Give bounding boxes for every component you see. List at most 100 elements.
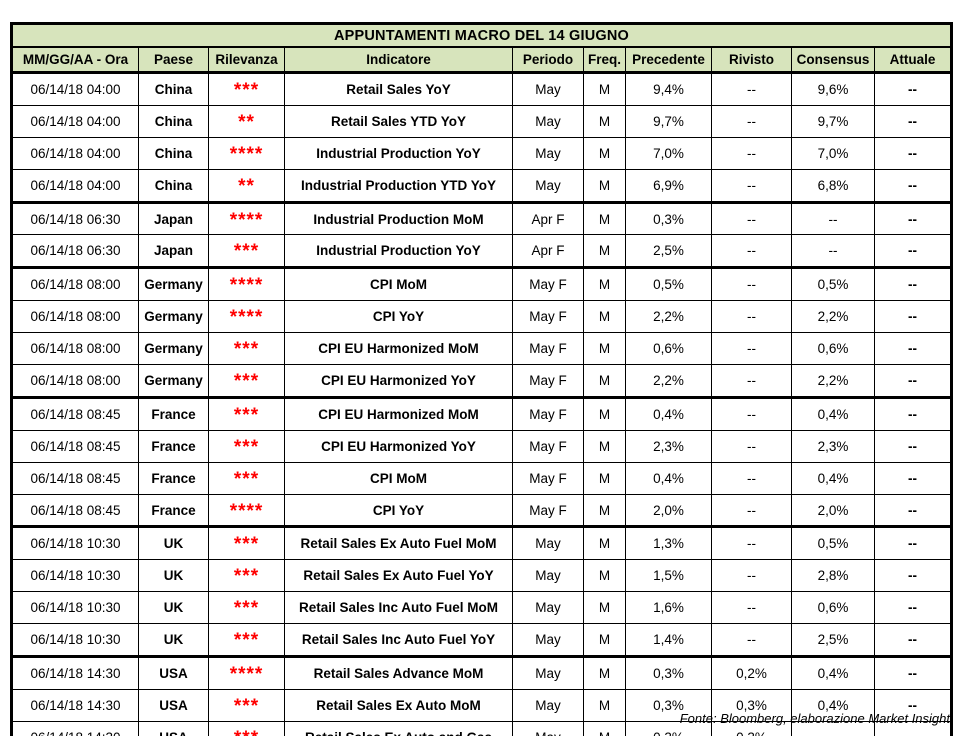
cell-previous-value: 0,3% — [625, 656, 712, 690]
relevance-stars: *** — [208, 429, 285, 463]
relevance-stars: *** — [208, 559, 285, 593]
cell-datetime: 06/14/18 10:30 — [11, 591, 139, 625]
cell-revised-value: -- — [711, 591, 792, 625]
cell-consensus-value: 0,4% — [791, 461, 875, 495]
cell-indicator: CPI EU Harmonized YoY — [284, 429, 513, 463]
cell-revised-value: -- — [711, 168, 792, 204]
cell-actual-value: -- — [874, 429, 952, 463]
cell-datetime: 06/14/18 10:30 — [11, 526, 139, 561]
cell-revised-value: -- — [711, 429, 792, 463]
cell-country: UK — [138, 559, 209, 593]
cell-period: May — [512, 526, 584, 561]
table-row: 06/14/18 08:45 France *** CPI EU Harmoni… — [11, 396, 952, 431]
cell-indicator: Retail Sales Ex Auto Fuel YoY — [284, 559, 513, 593]
relevance-stars: **** — [208, 656, 285, 690]
cell-country: Germany — [138, 267, 209, 302]
relevance-stars: **** — [208, 267, 285, 302]
cell-datetime: 06/14/18 04:00 — [11, 136, 139, 170]
table-row: 06/14/18 14:30 USA *** Retail Sales Ex A… — [11, 720, 952, 736]
cell-previous-value: 9,7% — [625, 104, 712, 138]
cell-previous-value: 0,3% — [625, 201, 712, 236]
cell-frequency: M — [583, 461, 626, 495]
cell-previous-value: 1,6% — [625, 591, 712, 625]
col-header-actual: Attuale — [874, 46, 952, 74]
cell-revised-value: -- — [711, 136, 792, 170]
table-row: 06/14/18 10:30 UK *** Retail Sales Ex Au… — [11, 526, 952, 561]
cell-country: China — [138, 72, 209, 106]
cell-actual-value: -- — [874, 720, 952, 736]
cell-frequency: M — [583, 429, 626, 463]
cell-frequency: M — [583, 591, 626, 625]
col-header-indicator: Indicatore — [284, 46, 513, 74]
cell-country: Germany — [138, 364, 209, 399]
cell-actual-value: -- — [874, 364, 952, 399]
cell-frequency: M — [583, 136, 626, 170]
cell-period: May — [512, 720, 584, 736]
cell-period: May — [512, 656, 584, 690]
cell-datetime: 06/14/18 08:00 — [11, 332, 139, 366]
cell-actual-value: -- — [874, 136, 952, 170]
relevance-stars: *** — [208, 234, 285, 270]
cell-period: May — [512, 688, 584, 722]
cell-indicator: Industrial Production MoM — [284, 201, 513, 236]
relevance-stars: *** — [208, 688, 285, 722]
cell-indicator: Retail Sales Inc Auto Fuel MoM — [284, 591, 513, 625]
cell-period: May — [512, 168, 584, 204]
table-row: 06/14/18 04:00 China ** Industrial Produ… — [11, 168, 952, 204]
cell-consensus-value: 9,7% — [791, 104, 875, 138]
cell-actual-value: -- — [874, 623, 952, 659]
cell-actual-value: -- — [874, 267, 952, 302]
col-header-relevance: Rilevanza — [208, 46, 285, 74]
cell-datetime: 06/14/18 08:45 — [11, 461, 139, 495]
cell-period: Apr F — [512, 234, 584, 270]
cell-datetime: 06/14/18 14:30 — [11, 656, 139, 690]
cell-indicator: Industrial Production YoY — [284, 136, 513, 170]
cell-indicator: Retail Sales YoY — [284, 72, 513, 106]
source-note: Fonte: Bloomberg, elaborazione Market In… — [679, 711, 950, 726]
cell-consensus-value: 2,2% — [791, 300, 875, 334]
cell-country: France — [138, 493, 209, 529]
table-row: 06/14/18 08:00 Germany *** CPI EU Harmon… — [11, 364, 952, 399]
cell-revised-value: -- — [711, 234, 792, 270]
col-header-period: Periodo — [512, 46, 584, 74]
cell-datetime: 06/14/18 06:30 — [11, 234, 139, 270]
cell-frequency: M — [583, 656, 626, 690]
cell-previous-value: 2,5% — [625, 234, 712, 270]
cell-period: May F — [512, 300, 584, 334]
table-row: 06/14/18 10:30 UK *** Retail Sales Inc A… — [11, 623, 952, 659]
table-row: 06/14/18 14:30 USA **** Retail Sales Adv… — [11, 656, 952, 690]
col-header-freq: Freq. — [583, 46, 626, 74]
cell-frequency: M — [583, 623, 626, 659]
cell-frequency: M — [583, 493, 626, 529]
cell-datetime: 06/14/18 04:00 — [11, 104, 139, 138]
cell-consensus-value: 2,5% — [791, 623, 875, 659]
relevance-stars: ** — [208, 104, 285, 138]
relevance-stars: *** — [208, 591, 285, 625]
cell-revised-value: -- — [711, 364, 792, 399]
cell-country: Germany — [138, 332, 209, 366]
cell-indicator: Retail Sales Ex Auto and Gas — [284, 720, 513, 736]
cell-country: France — [138, 429, 209, 463]
cell-indicator: Retail Sales YTD YoY — [284, 104, 513, 138]
table-row: 06/14/18 08:45 France *** CPI EU Harmoni… — [11, 429, 952, 463]
cell-indicator: CPI YoY — [284, 493, 513, 529]
cell-period: May F — [512, 461, 584, 495]
cell-indicator: CPI MoM — [284, 461, 513, 495]
cell-period: May — [512, 623, 584, 659]
cell-country: UK — [138, 623, 209, 659]
cell-period: May F — [512, 429, 584, 463]
cell-country: USA — [138, 720, 209, 736]
cell-datetime: 06/14/18 14:30 — [11, 688, 139, 722]
relevance-stars: ** — [208, 168, 285, 204]
cell-period: May — [512, 559, 584, 593]
cell-country: UK — [138, 526, 209, 561]
table-row: 06/14/18 04:00 China *** Retail Sales Yo… — [11, 72, 952, 106]
cell-previous-value: 1,4% — [625, 623, 712, 659]
cell-period: May — [512, 72, 584, 106]
relevance-stars: *** — [208, 720, 285, 736]
cell-period: May F — [512, 364, 584, 399]
cell-previous-value: 0,4% — [625, 461, 712, 495]
cell-revised-value: -- — [711, 300, 792, 334]
cell-previous-value: 2,2% — [625, 364, 712, 399]
relevance-stars: *** — [208, 461, 285, 495]
